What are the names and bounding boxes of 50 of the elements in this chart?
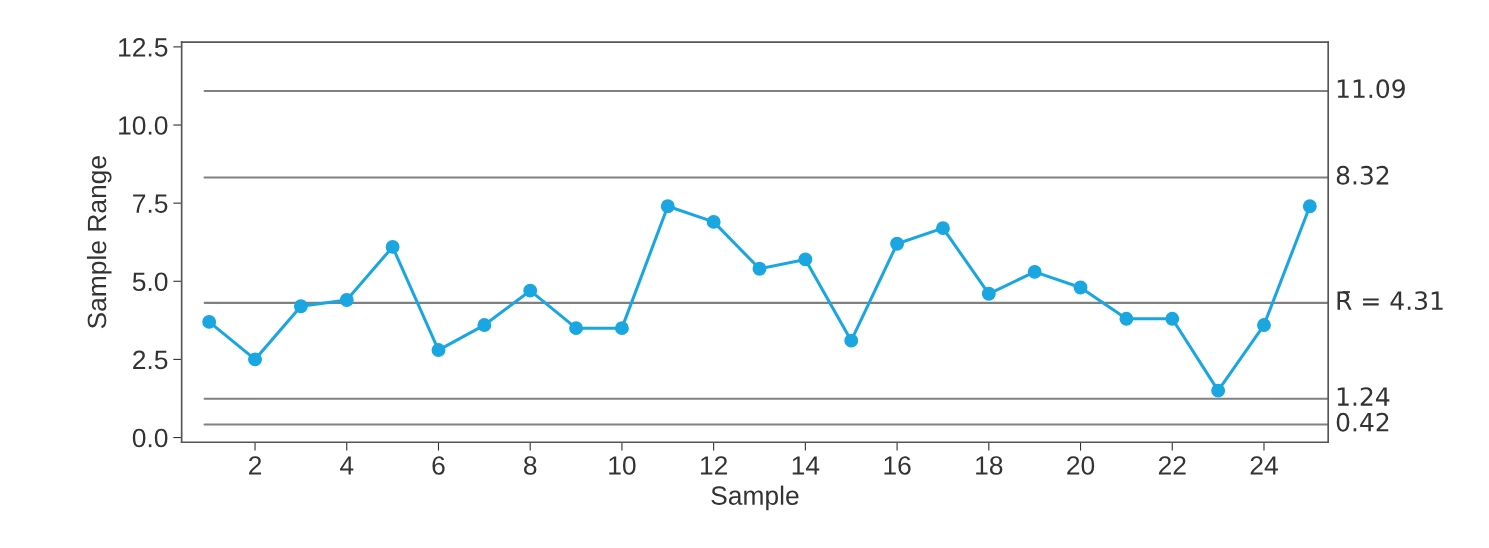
ref-line-label: 0.42 bbox=[1336, 412, 1389, 432]
point bbox=[569, 321, 584, 336]
y-tick-label: 0.0 bbox=[132, 428, 168, 448]
x-tick-label: 20 bbox=[1067, 456, 1095, 475]
x-tick-label: 12 bbox=[700, 456, 727, 475]
point bbox=[614, 321, 629, 336]
y-tick-label: 12.5 bbox=[119, 38, 168, 57]
point bbox=[936, 221, 950, 236]
point bbox=[431, 343, 446, 357]
x-tick-label: 22 bbox=[1158, 456, 1186, 475]
point bbox=[706, 214, 721, 229]
point bbox=[1119, 311, 1134, 326]
ref-line-label: R̄ = 4.31 bbox=[1337, 291, 1443, 311]
ref-line-label: 11.09 bbox=[1337, 79, 1405, 99]
point bbox=[523, 283, 538, 298]
point bbox=[385, 239, 400, 254]
x-axis-title: Sample bbox=[711, 485, 799, 511]
x-tick-label: 8 bbox=[524, 456, 537, 475]
point bbox=[890, 236, 905, 251]
ref-line-label: 1.24 bbox=[1337, 387, 1390, 406]
point bbox=[477, 318, 492, 332]
point bbox=[293, 299, 308, 314]
point bbox=[1027, 264, 1042, 279]
point bbox=[339, 293, 354, 307]
y-tick-label: 5.0 bbox=[132, 272, 168, 292]
point bbox=[1302, 199, 1317, 214]
ref-line-label: 8.32 bbox=[1336, 165, 1389, 185]
point bbox=[798, 252, 813, 267]
x-tick-label: 2 bbox=[249, 456, 262, 475]
x-tick-label: 18 bbox=[976, 456, 1003, 475]
y-tick-label: 10.0 bbox=[119, 116, 168, 135]
point bbox=[1257, 318, 1271, 332]
point bbox=[752, 261, 767, 276]
point bbox=[844, 333, 859, 348]
y-tick-label: 2.5 bbox=[133, 350, 168, 370]
point bbox=[1165, 311, 1180, 326]
point bbox=[981, 286, 996, 301]
x-tick-label: 16 bbox=[884, 456, 911, 475]
point bbox=[248, 352, 262, 367]
point bbox=[202, 314, 217, 329]
x-tick-label: 14 bbox=[792, 456, 820, 475]
point bbox=[1211, 383, 1226, 398]
point bbox=[1073, 280, 1088, 295]
y-axis-title: Sample Range bbox=[86, 156, 112, 329]
point bbox=[660, 199, 675, 214]
x-tick-label: 24 bbox=[1250, 456, 1278, 475]
x-tick-label: 6 bbox=[432, 456, 445, 475]
x-tick-label: 10 bbox=[609, 456, 636, 475]
x-tick-label: 4 bbox=[340, 456, 354, 475]
y-tick-label: 7.5 bbox=[133, 194, 168, 213]
